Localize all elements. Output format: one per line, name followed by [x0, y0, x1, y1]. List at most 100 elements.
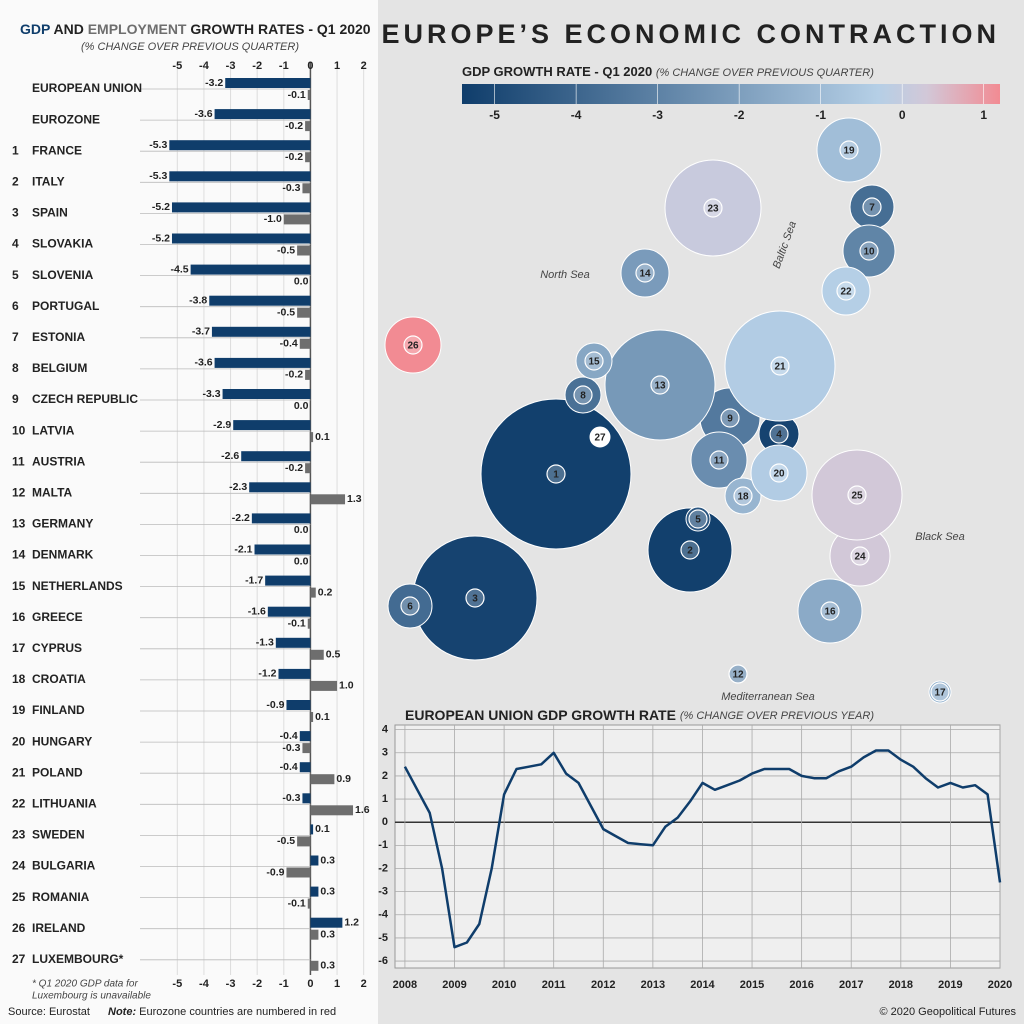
rank: 26 [12, 921, 26, 935]
rank: 21 [12, 765, 26, 779]
sea-label: Black Sea [915, 531, 965, 543]
map-title-text: GDP GROWTH RATE - Q1 2020 [462, 64, 652, 79]
category-label: BELGIUM [32, 361, 87, 375]
country-number: 17 [934, 688, 946, 699]
value-label: -1.7 [245, 574, 263, 586]
country-region [604, 329, 716, 441]
x-tick-label: 2017 [839, 979, 863, 991]
note-label: Note: [108, 1006, 136, 1018]
country-region [647, 507, 733, 593]
country-region [387, 583, 433, 629]
line-title: EUROPEAN UNION GDP GROWTH RATE (% CHANGE… [405, 707, 874, 723]
bar [254, 544, 311, 555]
category-label: HUNGARY [32, 734, 92, 748]
x-tick-label: -4 [199, 60, 210, 72]
x-tick-label: 1 [334, 978, 340, 990]
bar [251, 513, 311, 524]
note-text: Eurozone countries are numbered in red [139, 1006, 336, 1018]
country-marker [930, 682, 950, 702]
rank: 16 [12, 610, 26, 624]
value-label: -2.2 [232, 512, 250, 524]
category-label: GREECE [32, 610, 83, 624]
country-number: 20 [773, 469, 785, 480]
bar [305, 463, 311, 474]
rank: 10 [12, 423, 26, 437]
rank: 13 [12, 517, 26, 531]
value-label: -5.3 [149, 170, 167, 182]
value-label: 0.9 [336, 773, 351, 785]
country-region [384, 316, 442, 374]
rank: 6 [12, 299, 19, 313]
country-number: 2 [687, 546, 693, 557]
country-number: 5 [695, 515, 701, 526]
value-label: -0.5 [277, 306, 295, 318]
rank: 25 [12, 890, 26, 904]
value-label: -0.3 [282, 742, 300, 754]
country-number: 10 [863, 247, 875, 258]
value-label: 1.2 [344, 916, 359, 928]
category-label: ESTONIA [32, 330, 85, 344]
country-number: 19 [843, 146, 855, 157]
country-marker [769, 463, 789, 483]
category-label: DENMARK [32, 548, 94, 562]
bar [283, 214, 311, 225]
x-tick-label: -3 [226, 60, 236, 72]
category-label: LITHUANIA [32, 796, 97, 810]
value-label: -0.1 [288, 89, 306, 101]
colorbar-tick-label: -5 [489, 108, 500, 122]
bar [305, 369, 311, 380]
bar [286, 867, 311, 878]
category-label: SLOVAKIA [32, 237, 93, 251]
x-tick-label: 2009 [442, 979, 466, 991]
bar [310, 824, 314, 835]
x-tick-label: 1 [334, 60, 340, 72]
rank: 11 [12, 454, 25, 468]
country-number: 13 [654, 381, 666, 392]
rank: 7 [12, 330, 19, 344]
bar [265, 575, 311, 586]
bar [171, 233, 311, 244]
country-marker [573, 385, 593, 405]
x-tick-label: 0 [307, 60, 313, 72]
value-label: 1.0 [339, 680, 354, 692]
bar [233, 420, 311, 431]
country-number: 15 [588, 357, 600, 368]
x-tick-label: 2011 [542, 979, 566, 991]
footnote: * Q1 2020 GDP data for [32, 979, 138, 990]
rank: 24 [12, 859, 26, 873]
value-label: -0.4 [280, 730, 298, 742]
bar [299, 338, 311, 349]
country-region [842, 224, 896, 278]
country-marker [770, 356, 790, 376]
value-label: -3.8 [189, 294, 207, 306]
country-marker [862, 197, 882, 217]
category-label: ITALY [32, 174, 65, 188]
value-label: -3.6 [194, 357, 212, 369]
category-label: CROATIA [32, 672, 86, 686]
country-region [724, 477, 762, 515]
main-title: EUROPE’S ECONOMIC CONTRACTION [381, 19, 1000, 49]
country-number: 24 [854, 552, 866, 563]
value-label: 0.1 [315, 823, 330, 835]
value-label: 0.0 [294, 555, 309, 567]
value-label: 1.3 [347, 493, 362, 505]
country-region [797, 578, 863, 644]
rank: 8 [12, 361, 19, 375]
bar [310, 587, 316, 598]
rank: 3 [12, 206, 19, 220]
category-label: AUSTRIA [32, 454, 86, 468]
x-tick-label: -1 [279, 978, 289, 990]
value-label: 0.1 [315, 711, 330, 723]
country-marker [850, 546, 870, 566]
value-label: -0.2 [285, 151, 303, 163]
country-marker [728, 664, 748, 684]
bar [190, 264, 311, 275]
bar [211, 326, 311, 337]
country-marker [650, 375, 670, 395]
title-text: GROWTH RATES - Q1 2020 [190, 21, 370, 37]
colorbar-tick-label: 0 [899, 108, 906, 122]
bar [275, 637, 311, 648]
x-tick-label: 2016 [789, 979, 813, 991]
country-number: 6 [407, 602, 413, 613]
